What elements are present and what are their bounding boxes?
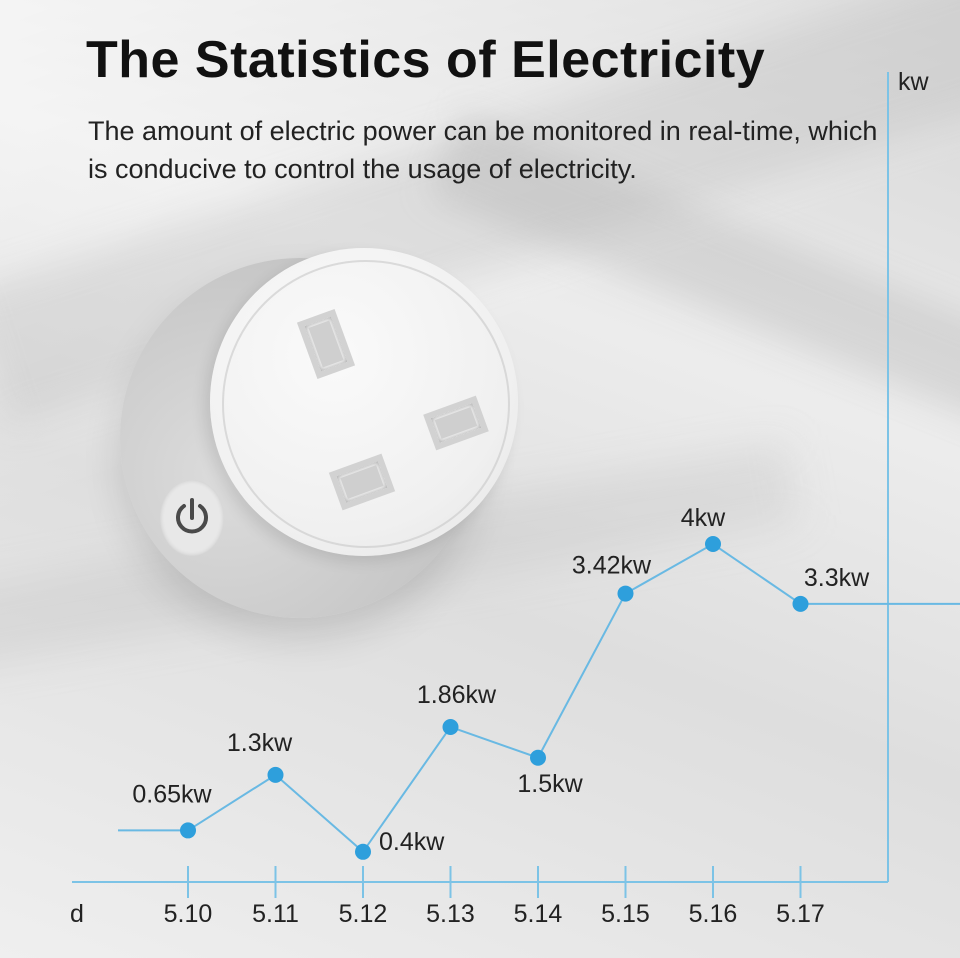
data-points [180,536,809,860]
x-tick-label: 5.17 [776,900,825,928]
x-tick-label: 5.15 [601,900,650,928]
data-series-line [118,542,960,854]
y-axis-label: kw [898,68,930,96]
x-tick-label: 5.11 [252,900,299,928]
page-title: The Statistics of Electricity [86,31,766,89]
data-point [792,595,809,612]
x-tick-label: 5.13 [426,900,475,928]
data-label: 1.5kw [517,770,583,798]
data-point [267,766,284,783]
data-label: 0.65kw [132,780,212,808]
x-tick-label: 5.14 [514,900,563,928]
x-tick-label: 5.10 [164,900,213,928]
power-button [160,480,224,556]
series-line [187,542,802,854]
data-label: 3.3kw [804,564,870,592]
x-tick-label: 5.12 [339,900,388,928]
data-point [530,749,546,766]
data-point [355,843,371,860]
data-label: 4kw [681,504,726,532]
data-label: 1.3kw [227,729,293,757]
data-label: 3.42kw [572,552,652,580]
data-point [442,718,459,735]
data-label: 1.86kw [417,681,497,709]
data-labels: 0.65kw 1.3kw 0.4kw 1.86kw 1.5kw 3.42kw 4kw 3.3k… [132,504,870,856]
x-axis-ticks: 5.10 5.11 5.12 5.13 5.14 5.15 5.16 5.17 [164,866,825,928]
page-subtitle: The amount of electric power can be moni… [88,116,878,184]
plug-face-ring [222,260,510,548]
data-point [617,585,634,602]
power-icon [176,498,208,534]
x-tick-label: 5.16 [689,900,738,928]
x-axis-label: d [70,900,84,928]
data-point [180,822,196,839]
smart-plug-illustration [110,240,530,660]
data-label: 0.4kw [379,828,445,856]
data-point [705,536,721,552]
